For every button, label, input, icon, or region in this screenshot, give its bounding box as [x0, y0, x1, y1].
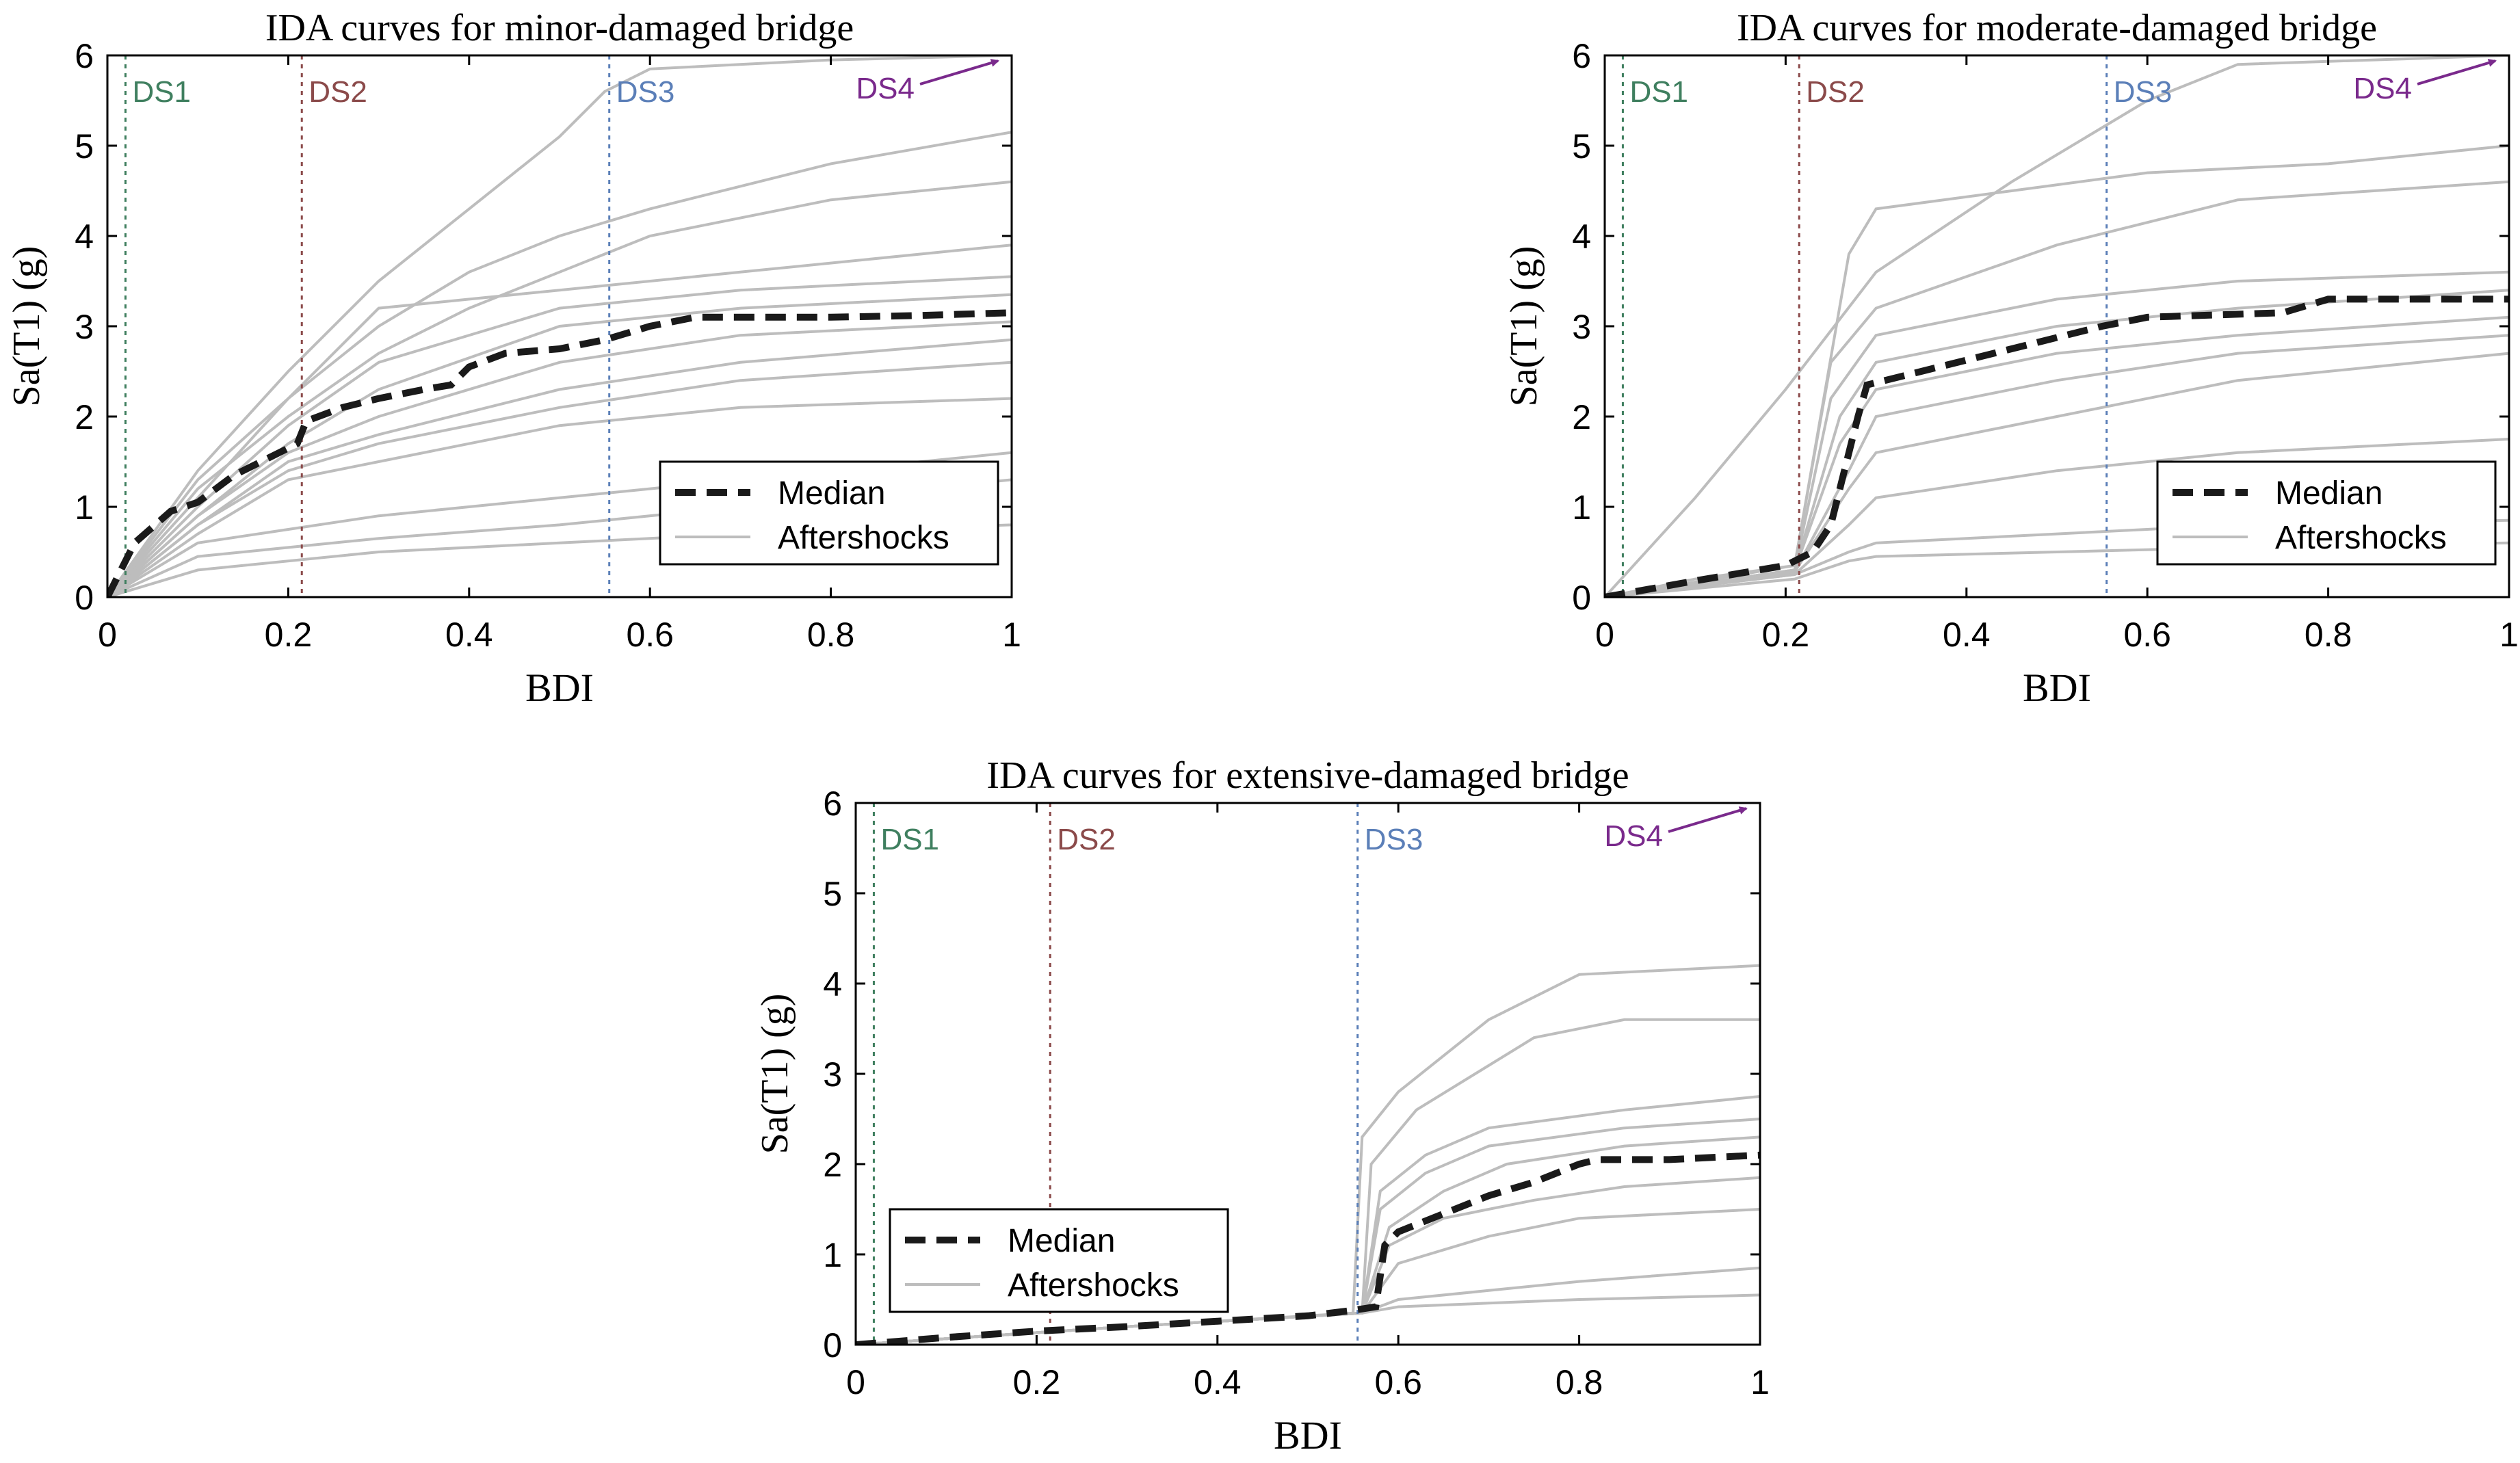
y-tick-label: 2 [1572, 398, 1591, 436]
legend-label-median: Median [778, 475, 885, 512]
y-tick-label: 0 [75, 579, 94, 617]
damage-state-label-ds4: DS4 [856, 72, 915, 105]
damage-state-label-ds1: DS1 [132, 75, 191, 109]
y-tick-label: 0 [823, 1326, 842, 1365]
x-tick-label: 0.4 [445, 616, 493, 654]
x-tick-label: 0.6 [2123, 616, 2171, 654]
y-tick-label: 5 [1572, 127, 1591, 166]
chart-title: IDA curves for minor-damaged bridge [265, 7, 854, 49]
damage-state-label-ds2: DS2 [1806, 75, 1865, 109]
aftershock-curve [1605, 55, 2509, 597]
chart-1: IDA curves for minor-damaged bridge DS1 DS… [5, 7, 1021, 710]
y-axis-label: Sa(T1) (g) [1503, 246, 1545, 407]
chart-2: IDA curves for moderate-damaged bridge DS… [1503, 7, 2519, 710]
legend-box [889, 1208, 1229, 1313]
x-tick-label: 0.2 [1013, 1363, 1061, 1401]
legend: Median Aftershocks [659, 460, 999, 566]
x-tick-label: 0.4 [1194, 1363, 1242, 1401]
damage-state-label-ds4: DS4 [1604, 819, 1663, 853]
x-tick-label: 1 [1002, 616, 1021, 654]
y-axis-label: Sa(T1) (g) [5, 246, 48, 407]
x-tick-label: 0.4 [1943, 616, 1991, 654]
x-tick-label: 0 [846, 1363, 865, 1401]
aftershock-curve [1605, 352, 2509, 597]
y-tick-label: 3 [823, 1055, 842, 1094]
y-tick-label: 1 [823, 1236, 842, 1274]
y-tick-label: 3 [1572, 308, 1591, 346]
y-tick-label: 1 [75, 488, 94, 527]
aftershock-curve [107, 397, 1012, 597]
x-tick-label: 0.6 [1374, 1363, 1422, 1401]
x-tick-label: 0 [98, 616, 117, 654]
legend: Median Aftershocks [2156, 460, 2497, 566]
legend-box [2156, 460, 2497, 566]
chart-3: IDA curves for extensive-damaged bridge D… [754, 754, 1770, 1458]
legend-label-median: Median [2275, 475, 2383, 512]
y-tick-label: 3 [75, 308, 94, 346]
damage-state-label-ds1: DS1 [880, 823, 939, 856]
y-tick-label: 6 [823, 785, 842, 823]
median-curve [107, 309, 1012, 597]
y-tick-label: 0 [1572, 579, 1591, 617]
y-tick-label: 5 [823, 875, 842, 913]
x-tick-label: 0.8 [2305, 616, 2352, 654]
y-tick-label: 6 [75, 37, 94, 75]
legend: Median Aftershocks [889, 1208, 1229, 1313]
y-tick-label: 2 [75, 398, 94, 436]
y-axis-label: Sa(T1) (g) [754, 994, 796, 1155]
aftershock-curve [107, 243, 1012, 597]
damage-state-label-ds3: DS3 [616, 75, 675, 109]
y-tick-label: 4 [823, 965, 842, 1003]
ds4-arrow [1668, 806, 1748, 833]
y-tick-label: 2 [823, 1146, 842, 1184]
ds4-arrow [2417, 59, 2497, 85]
legend-label-aftershocks: Aftershocks [778, 520, 949, 556]
x-tick-label: 0.2 [265, 616, 313, 654]
ds4-arrow [919, 59, 999, 85]
damage-state-label-ds3: DS3 [1365, 823, 1423, 856]
aftershock-curve [107, 55, 1012, 597]
x-axis-label: BDI [525, 665, 594, 710]
x-tick-label: 0 [1595, 616, 1614, 654]
y-tick-label: 6 [1572, 37, 1591, 75]
legend-label-aftershocks: Aftershocks [2275, 520, 2447, 556]
damage-state-label-ds2: DS2 [309, 75, 367, 109]
x-tick-label: 1 [1750, 1363, 1770, 1401]
median-curve [1605, 295, 2509, 597]
x-tick-label: 0.6 [626, 616, 674, 654]
damage-state-label-ds2: DS2 [1057, 823, 1116, 856]
y-tick-label: 4 [1572, 218, 1591, 256]
aftershock-curve [107, 360, 1012, 597]
x-tick-label: 0.8 [1556, 1363, 1603, 1401]
damage-state-label-ds1: DS1 [1629, 75, 1688, 109]
legend-label-median: Median [1008, 1223, 1115, 1259]
damage-state-label-ds3: DS3 [2114, 75, 2173, 109]
aftershock-curve [107, 275, 1012, 597]
legend-box [659, 460, 999, 566]
chart-title: IDA curves for moderate-damaged bridge [1737, 7, 2377, 49]
aftershock-curve [107, 131, 1012, 597]
aftershock-curve [107, 320, 1012, 597]
legend-label-aftershocks: Aftershocks [1008, 1267, 1179, 1304]
y-tick-label: 5 [75, 127, 94, 166]
chart-title: IDA curves for extensive-damaged bridge [986, 754, 1629, 797]
median-curve [856, 1151, 1760, 1345]
x-tick-label: 0.2 [1762, 616, 1810, 654]
y-tick-label: 4 [75, 218, 94, 256]
x-tick-label: 1 [2499, 616, 2519, 654]
damage-state-label-ds4: DS4 [2353, 72, 2412, 105]
x-axis-label: BDI [1274, 1413, 1342, 1458]
y-tick-label: 1 [1572, 488, 1591, 527]
x-tick-label: 0.8 [807, 616, 855, 654]
x-axis-label: BDI [2023, 665, 2091, 710]
